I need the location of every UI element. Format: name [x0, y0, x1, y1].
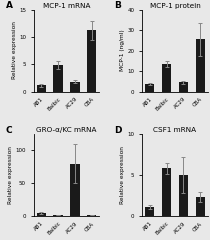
Bar: [179, 175, 188, 216]
Bar: [37, 85, 46, 91]
Bar: [179, 82, 188, 91]
Text: C: C: [6, 126, 13, 135]
Text: A: A: [6, 1, 13, 10]
Bar: [145, 84, 154, 91]
Bar: [87, 30, 96, 91]
Bar: [162, 64, 171, 91]
Bar: [53, 65, 63, 91]
Y-axis label: Relative expression: Relative expression: [12, 22, 17, 79]
Title: CSF1 mRNA: CSF1 mRNA: [154, 127, 197, 133]
Text: B: B: [114, 1, 121, 10]
Bar: [70, 82, 80, 91]
Y-axis label: Relative expression: Relative expression: [8, 146, 13, 204]
Bar: [145, 207, 154, 216]
Title: MCP-1 protein: MCP-1 protein: [150, 2, 200, 8]
Title: GRO-α/KC mRNA: GRO-α/KC mRNA: [36, 127, 97, 133]
Title: MCP-1 mRNA: MCP-1 mRNA: [43, 2, 90, 8]
Bar: [196, 39, 205, 91]
Bar: [196, 197, 205, 216]
Y-axis label: MCP-1 (ng/ml): MCP-1 (ng/ml): [120, 30, 125, 72]
Bar: [53, 215, 63, 216]
Bar: [70, 164, 80, 216]
Text: D: D: [114, 126, 122, 135]
Y-axis label: Relative expression: Relative expression: [120, 146, 125, 204]
Bar: [162, 168, 171, 216]
Bar: [37, 213, 46, 216]
Bar: [87, 215, 96, 216]
